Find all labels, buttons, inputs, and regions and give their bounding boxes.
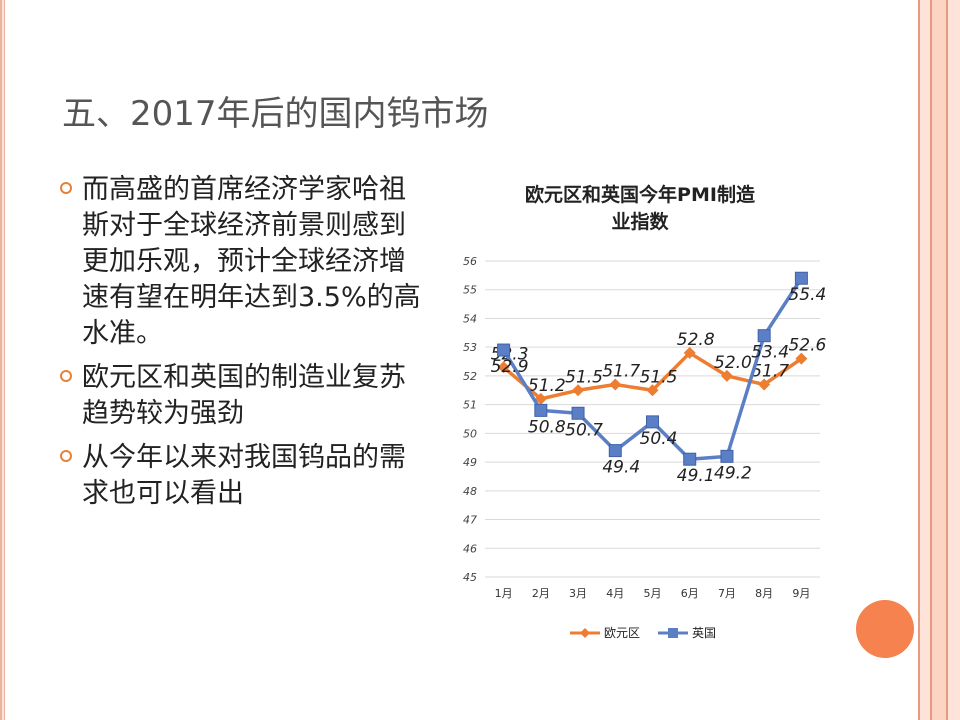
bullet-item: 从今年以来对我国钨品的需求也可以看出 xyxy=(60,440,430,512)
x-tick-label: 3月 xyxy=(569,587,587,600)
data-point-marker xyxy=(683,452,697,466)
x-tick-label: 4月 xyxy=(606,587,624,600)
y-tick-label: 54 xyxy=(463,312,477,325)
data-point-marker xyxy=(497,343,511,357)
data-point-marker xyxy=(646,384,659,397)
bullet-ring-icon xyxy=(60,182,72,194)
bullet-ring-icon xyxy=(60,370,72,382)
y-tick-label: 53 xyxy=(463,341,477,354)
data-point-marker xyxy=(720,369,733,382)
x-tick-label: 8月 xyxy=(755,587,773,600)
data-label: 52.8 xyxy=(677,330,715,350)
x-tick-label: 6月 xyxy=(681,587,699,600)
data-label: 52.6 xyxy=(788,336,826,356)
data-label: 49.4 xyxy=(602,458,640,478)
legend-label: 英国 xyxy=(692,626,716,640)
data-label: 53.4 xyxy=(751,343,789,363)
data-point-marker xyxy=(534,392,547,405)
data-point-marker xyxy=(720,449,734,463)
data-point-marker xyxy=(571,406,585,420)
data-label: 49.1 xyxy=(677,466,715,486)
slide-title: 五、2017年后的国内钨市场 xyxy=(62,94,489,134)
y-tick-label: 55 xyxy=(463,284,477,297)
legend-label: 欧元区 xyxy=(604,626,640,640)
data-label: 51.5 xyxy=(565,367,603,387)
data-label: 50.8 xyxy=(528,417,566,437)
legend-marker xyxy=(580,628,590,638)
x-tick-label: 9月 xyxy=(792,587,810,600)
data-label: 50.7 xyxy=(565,420,603,440)
bullet-list: 而高盛的首席经济学家哈祖斯对于全球经济前景则感到更加乐观，预计全球经济增速有望在… xyxy=(60,172,430,520)
x-tick-label: 2月 xyxy=(532,587,550,600)
data-point-marker xyxy=(497,361,510,374)
data-label: 51.7 xyxy=(602,362,640,382)
x-tick-label: 7月 xyxy=(718,587,736,600)
data-point-marker xyxy=(608,444,622,458)
data-point-marker xyxy=(757,329,771,343)
legend-marker xyxy=(668,628,678,638)
bullet-text: 从今年以来对我国钨品的需求也可以看出 xyxy=(82,442,406,509)
y-tick-label: 46 xyxy=(463,542,477,555)
data-label: 50.4 xyxy=(640,429,678,449)
bullet-item: 而高盛的首席经济学家哈祖斯对于全球经济前景则感到更加乐观，预计全球经济增速有望在… xyxy=(60,172,430,352)
data-label: 49.2 xyxy=(714,463,752,483)
y-tick-label: 50 xyxy=(463,427,477,440)
x-tick-label: 1月 xyxy=(495,587,513,600)
y-tick-label: 51 xyxy=(463,399,477,412)
chart-title-line: 欧元区和英国今年PMI制造 xyxy=(525,183,756,206)
data-label: 55.4 xyxy=(788,285,826,305)
y-tick-label: 47 xyxy=(463,514,477,527)
left-decorative-border xyxy=(0,0,8,720)
bullet-text: 欧元区和英国的制造业复苏趋势较为强劲 xyxy=(82,362,406,429)
data-label: 51.7 xyxy=(751,362,789,382)
data-point-marker xyxy=(534,403,548,417)
data-point-marker xyxy=(758,378,771,391)
bullet-ring-icon xyxy=(60,450,72,462)
data-point-marker xyxy=(683,346,696,359)
data-label: 52.9 xyxy=(491,357,529,377)
y-tick-label: 48 xyxy=(463,485,477,498)
chart-title-line: 业指数 xyxy=(611,210,669,233)
y-tick-label: 45 xyxy=(463,571,477,584)
x-tick-label: 5月 xyxy=(644,587,662,600)
data-point-marker xyxy=(794,271,808,285)
data-label: 52.0 xyxy=(714,353,752,373)
data-point-marker xyxy=(572,384,585,397)
bullet-item: 欧元区和英国的制造业复苏趋势较为强劲 xyxy=(60,360,430,432)
data-point-marker xyxy=(646,415,659,429)
data-point-marker xyxy=(795,352,808,365)
y-tick-label: 56 xyxy=(463,255,477,268)
y-tick-label: 52 xyxy=(463,370,477,383)
decorative-orange-circle xyxy=(856,600,914,658)
data-point-marker xyxy=(609,378,622,391)
data-label: 51.5 xyxy=(640,367,678,387)
data-label: 51.2 xyxy=(528,376,566,396)
right-decorative-border xyxy=(916,0,960,720)
y-tick-label: 49 xyxy=(463,456,477,469)
bullet-text: 而高盛的首席经济学家哈祖斯对于全球经济前景则感到更加乐观，预计全球经济增速有望在… xyxy=(82,174,421,349)
